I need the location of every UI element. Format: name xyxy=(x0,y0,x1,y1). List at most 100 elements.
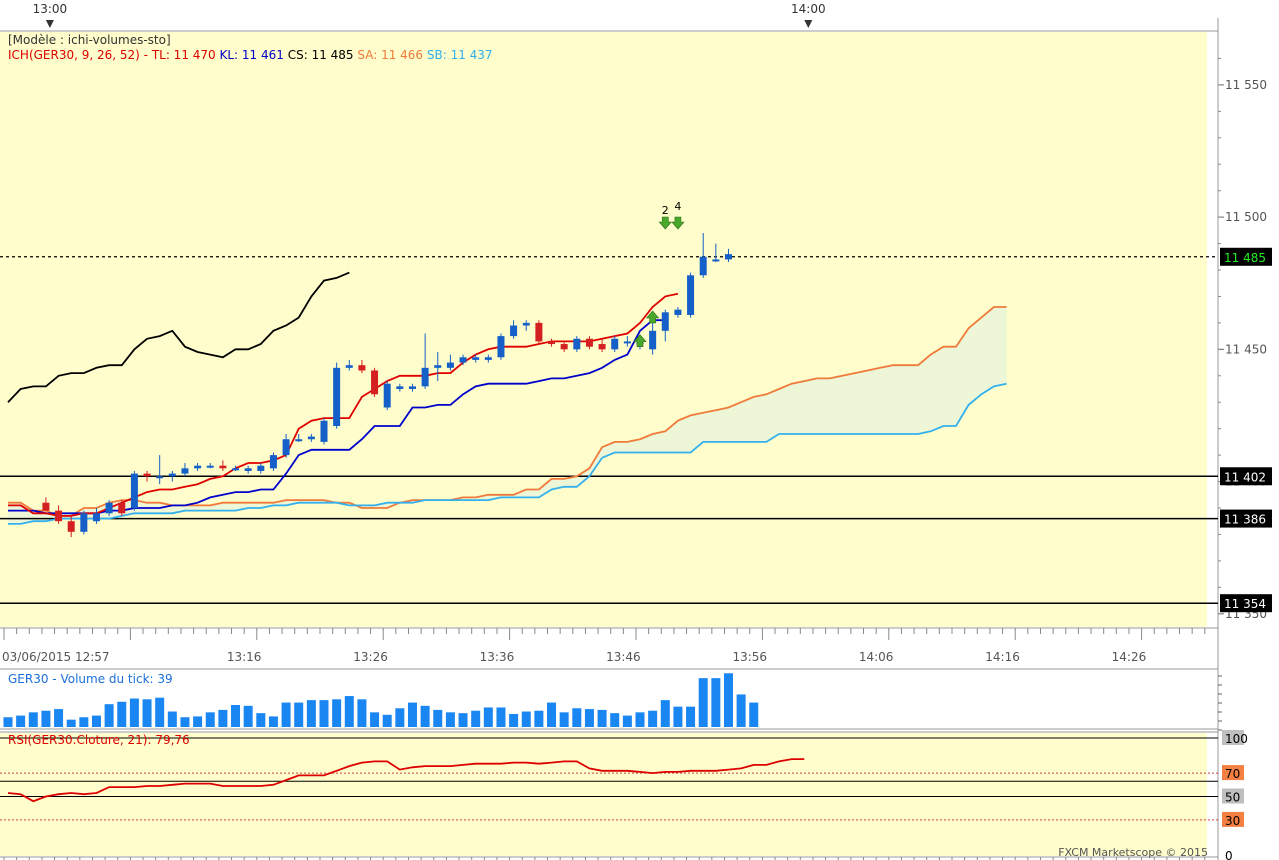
candle-body[interactable] xyxy=(674,309,682,315)
main-plot-area[interactable] xyxy=(0,32,1207,627)
candle-body[interactable] xyxy=(143,473,151,477)
volume-bar[interactable] xyxy=(104,704,114,727)
volume-bar[interactable] xyxy=(3,717,13,727)
candle-body[interactable] xyxy=(194,465,202,469)
volume-bar[interactable] xyxy=(610,713,620,727)
candle-body[interactable] xyxy=(724,254,732,260)
volume-bar[interactable] xyxy=(205,712,215,727)
candle-body[interactable] xyxy=(598,344,606,350)
top-time-axis[interactable]: 13:00 14:00 xyxy=(33,2,826,28)
candle-body[interactable] xyxy=(585,338,593,347)
candle-body[interactable] xyxy=(371,370,379,395)
volume-panel[interactable] xyxy=(3,673,1223,731)
candle-body[interactable] xyxy=(510,325,518,337)
volume-bar[interactable] xyxy=(357,699,367,727)
volume-bar[interactable] xyxy=(382,714,392,727)
volume-bar[interactable] xyxy=(648,710,658,727)
candle-body[interactable] xyxy=(320,420,328,442)
volume-bar[interactable] xyxy=(572,708,582,727)
volume-bar[interactable] xyxy=(407,702,417,727)
volume-bar[interactable] xyxy=(559,712,569,727)
volume-bar[interactable] xyxy=(584,709,594,727)
volume-bar[interactable] xyxy=(66,719,76,727)
candle-body[interactable] xyxy=(421,367,429,387)
volume-bar[interactable] xyxy=(521,711,531,727)
volume-bar[interactable] xyxy=(698,678,708,727)
volume-bar[interactable] xyxy=(509,713,519,727)
volume-bar[interactable] xyxy=(445,712,455,727)
candle-body[interactable] xyxy=(282,439,290,456)
volume-bar[interactable] xyxy=(193,716,203,727)
volume-bar[interactable] xyxy=(686,706,696,727)
volume-bar[interactable] xyxy=(294,702,304,727)
candle-body[interactable] xyxy=(181,468,189,474)
candle-body[interactable] xyxy=(548,341,556,345)
volume-bar[interactable] xyxy=(711,678,721,727)
candle-body[interactable] xyxy=(712,259,720,262)
candle-body[interactable] xyxy=(55,510,63,522)
candle-body[interactable] xyxy=(358,365,366,371)
rsi-plot-area[interactable] xyxy=(0,733,1207,856)
candle-body[interactable] xyxy=(345,365,353,368)
candle-body[interactable] xyxy=(92,513,100,522)
volume-bar[interactable] xyxy=(344,696,354,727)
volume-bar[interactable] xyxy=(142,699,152,727)
volume-bar[interactable] xyxy=(155,697,165,727)
candle-body[interactable] xyxy=(307,436,315,440)
candle-body[interactable] xyxy=(484,357,492,360)
candle-body[interactable] xyxy=(560,344,568,350)
candle-body[interactable] xyxy=(244,468,252,471)
volume-bar[interactable] xyxy=(736,694,746,727)
volume-bar[interactable] xyxy=(622,715,632,727)
x-time-axis[interactable]: 03/06/2015 12:57 13:16 13:26 13:36 13:46 13:5… xyxy=(2,628,1206,664)
volume-bar[interactable] xyxy=(281,702,291,727)
volume-bar[interactable] xyxy=(597,709,607,727)
volume-bar[interactable] xyxy=(395,708,405,727)
candle-body[interactable] xyxy=(535,322,543,342)
volume-bar[interactable] xyxy=(306,700,316,727)
candle-body[interactable] xyxy=(396,386,404,389)
candle-body[interactable] xyxy=(269,455,277,469)
volume-bar[interactable] xyxy=(433,709,443,727)
volume-bar[interactable] xyxy=(673,706,683,727)
candle-body[interactable] xyxy=(67,521,75,532)
candle-body[interactable] xyxy=(105,502,113,514)
volume-bar[interactable] xyxy=(91,715,101,727)
candle-body[interactable] xyxy=(649,330,657,350)
candle-body[interactable] xyxy=(446,362,454,368)
candle-body[interactable] xyxy=(118,502,126,514)
volume-bar[interactable] xyxy=(749,702,759,727)
candle-body[interactable] xyxy=(206,465,214,468)
candle-body[interactable] xyxy=(130,473,138,508)
candle-body[interactable] xyxy=(522,322,530,326)
volume-bar[interactable] xyxy=(117,701,127,727)
volume-bar[interactable] xyxy=(471,710,481,727)
volume-bar[interactable] xyxy=(268,716,278,727)
volume-bar[interactable] xyxy=(41,710,51,727)
rsi-panel[interactable]: 100 70 50 30 0 xyxy=(0,730,1248,860)
candle-body[interactable] xyxy=(687,275,695,315)
candle-body[interactable] xyxy=(408,386,416,389)
candle-body[interactable] xyxy=(434,365,442,368)
volume-bar[interactable] xyxy=(243,705,253,727)
candle-body[interactable] xyxy=(611,338,619,350)
volume-bar[interactable] xyxy=(547,702,557,727)
volume-bar[interactable] xyxy=(256,713,266,727)
volume-bar[interactable] xyxy=(332,699,342,727)
volume-bar[interactable] xyxy=(129,698,139,728)
volume-bar[interactable] xyxy=(54,709,64,727)
volume-bar[interactable] xyxy=(79,717,89,727)
volume-bar[interactable] xyxy=(534,710,544,727)
candle-body[interactable] xyxy=(219,465,227,469)
volume-bar[interactable] xyxy=(319,700,329,727)
candle-body[interactable] xyxy=(42,502,50,511)
candle-body[interactable] xyxy=(295,439,303,442)
candle-body[interactable] xyxy=(257,465,265,471)
volume-bar[interactable] xyxy=(496,707,506,727)
volume-bar[interactable] xyxy=(218,709,228,727)
volume-bar[interactable] xyxy=(180,717,190,727)
candle-body[interactable] xyxy=(459,357,467,363)
volume-bar[interactable] xyxy=(483,707,493,727)
